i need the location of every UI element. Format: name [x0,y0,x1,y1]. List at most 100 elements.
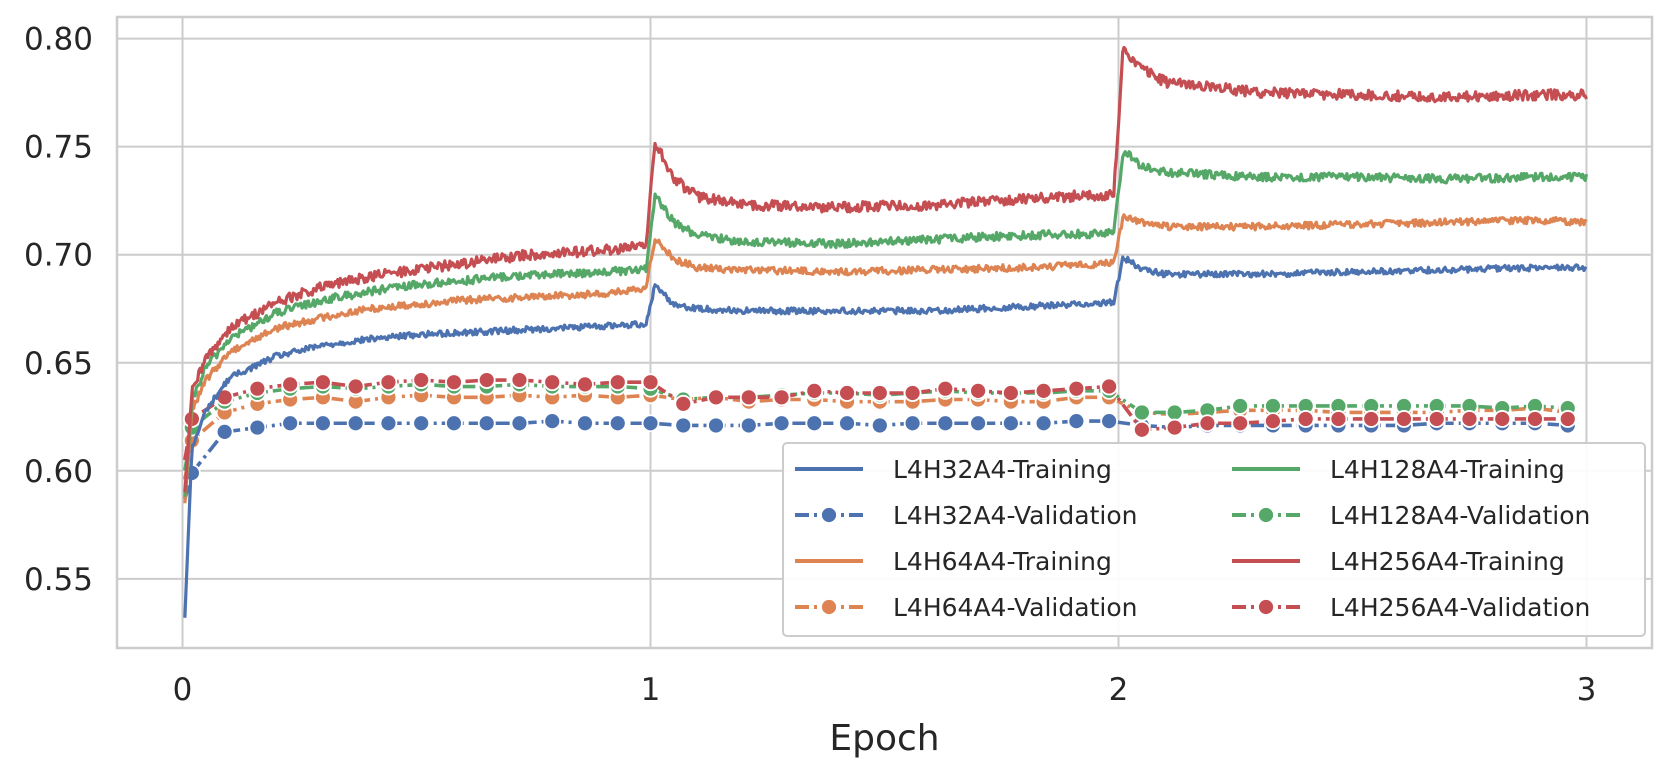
x-axis-label: Epoch [829,718,939,759]
y-tick-label: 0.60 [24,454,93,490]
validation-point [1198,414,1217,433]
training-line [183,213,1588,504]
validation-point [608,414,627,433]
validation-point [1132,420,1151,439]
validation-point [1100,377,1119,396]
validation-point [281,414,300,433]
validation-point [379,373,398,392]
series-layer [182,45,1589,618]
y-tick-label: 0.65 [24,346,93,382]
legend-item-l4h128a4-validation: L4H128A4-Validation [1232,501,1590,530]
validation-point [805,414,824,433]
validation-point [1034,414,1053,433]
plot-frame [115,15,1654,650]
validation-point [739,416,758,435]
training-line [183,150,1589,497]
validation-point [248,379,267,398]
x-tick-label: 1 [641,672,661,708]
validation-point [543,373,562,392]
validation-point [215,423,234,441]
legend-label: L4H64A4-Training [893,547,1112,576]
validation-point [772,414,791,433]
validation-point [1165,403,1184,422]
y-tick-label: 0.70 [24,238,93,274]
validation-point [838,414,856,433]
validation-point [870,416,889,435]
series-l4h32a4-training [183,255,1588,618]
validation-point [1001,414,1020,433]
validation-point [1395,410,1413,428]
legend-item-l4h32a4-training: L4H32A4-Training [795,455,1112,484]
validation-point [969,414,987,433]
legend-label: L4H128A4-Training [1330,455,1565,484]
validation-point [510,371,529,389]
legend-item-l4h256a4-training: L4H256A4-Training [1232,547,1565,576]
validation-point [543,412,562,430]
validation-point [739,388,758,407]
validation-point [576,375,594,394]
x-tick-label: 3 [1577,672,1597,708]
validation-point [1100,412,1119,430]
validation-point [379,414,398,433]
legend-label: L4H32A4-Validation [893,501,1137,530]
validation-point [1296,410,1315,428]
series-l4h128a4-training [183,150,1589,497]
validation-point [707,388,725,407]
series-l4h64a4-training [183,213,1588,504]
validation-point [314,414,332,433]
validation-point [1362,410,1381,428]
validation-point [314,373,332,392]
validation-point [576,414,594,433]
legend-item-l4h32a4-validation: L4H32A4-Validation [795,501,1137,530]
legend-item-l4h256a4-validation: L4H256A4-Validation [1232,593,1590,622]
training-line [183,45,1588,493]
validation-point [477,371,496,389]
legend-label: L4H256A4-Validation [1330,593,1590,622]
y-tick-label: 0.80 [24,22,93,58]
validation-point [1165,418,1184,437]
validation-point [1231,414,1250,433]
validation-point [1132,403,1151,422]
x-tick-label: 0 [173,672,193,708]
validation-point [1067,412,1086,430]
validation-point [1264,397,1282,415]
legend-box [782,442,1646,637]
validation-point [510,414,529,433]
legend-marker [1257,598,1275,616]
training-line [183,255,1588,618]
validation-point [903,384,922,402]
validation-point [805,381,824,400]
y-tick-label: 0.75 [24,130,93,166]
series-l4h256a4-training [183,45,1588,493]
validation-point [1264,412,1282,430]
validation-point [1001,384,1020,402]
series-l4h256a4-validation [182,371,1577,461]
legend-label: L4H128A4-Validation [1330,501,1590,530]
y-tick-label: 0.55 [24,562,93,598]
validation-point [346,414,365,433]
legend-item-l4h64a4-validation: L4H64A4-Validation [795,593,1137,622]
legend-label: L4H64A4-Validation [893,593,1137,622]
legend-item-l4h128a4-training: L4H128A4-Training [1232,455,1565,484]
legend-item-l4h64a4-training: L4H64A4-Training [795,547,1112,576]
validation-point [445,373,463,392]
validation-point [412,371,431,389]
legend-label: L4H256A4-Training [1330,547,1565,576]
validation-point [1493,410,1512,428]
x-tick-label: 2 [1109,672,1129,708]
validation-point [641,414,660,433]
validation-point [1460,410,1479,428]
validation-point [1329,410,1348,428]
validation-point [1558,410,1577,428]
validation-point [838,384,856,402]
validation-point [674,394,693,413]
validation-point [1231,397,1250,415]
validation-point [1067,379,1086,398]
validation-point [346,377,365,396]
validation-point [1526,410,1544,428]
legend-marker [820,506,838,524]
validation-point [412,414,431,433]
validation-point [445,414,463,433]
legend: L4H32A4-Training L4H32A4-Validation L4H64A… [782,442,1646,637]
validation-point [248,418,267,437]
